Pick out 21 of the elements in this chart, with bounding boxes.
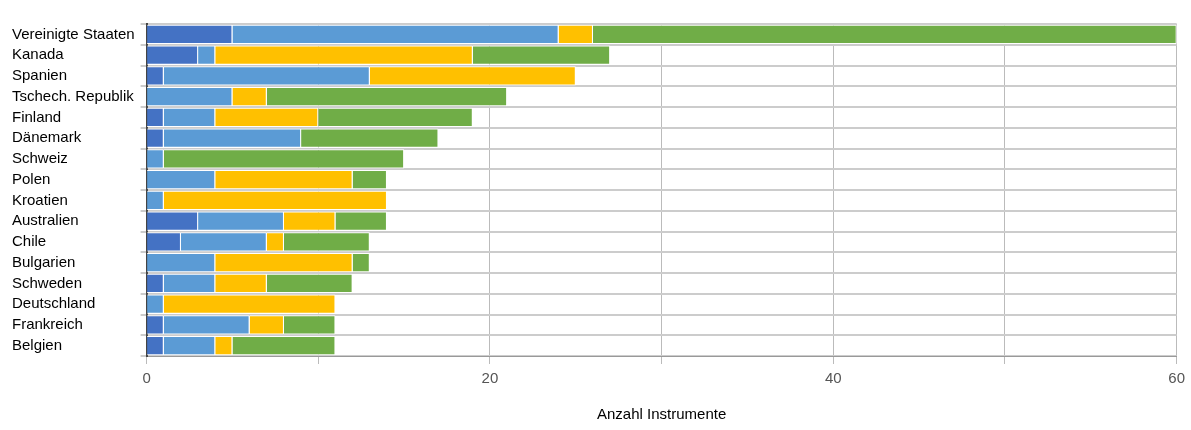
y-tick-label: Deutschland [12,294,96,312]
y-tick-label: Schweden [12,273,83,291]
y-tick-label: Belgien [12,335,63,353]
y-tick-label: Finland [12,107,62,125]
y-tick-label: Frankreich [12,315,83,333]
x-tick-label: 40 [824,369,842,387]
y-tick-label: Bulgarien [12,252,76,270]
x-axis-title: Anzahl Instrumente [597,405,727,423]
y-tick-label: Tschech. Republik [12,86,135,104]
y-tick-label: Polen [12,169,51,187]
y-tick-label: Kanada [12,45,65,63]
x-tick-label: 0 [142,369,151,387]
y-tick-label: Spanien [12,66,68,84]
y-tick-label: Dänemark [12,128,82,146]
y-tick-label: Schweiz [12,149,68,167]
y-tick-label: Vereinigte Staaten [12,24,135,42]
y-tick-label: Kroatien [12,190,68,208]
x-tick-label: 20 [481,369,499,387]
y-tick-label: Australien [12,211,79,229]
y-tick-label: Chile [12,232,47,250]
x-tick-label: 60 [1168,369,1185,387]
